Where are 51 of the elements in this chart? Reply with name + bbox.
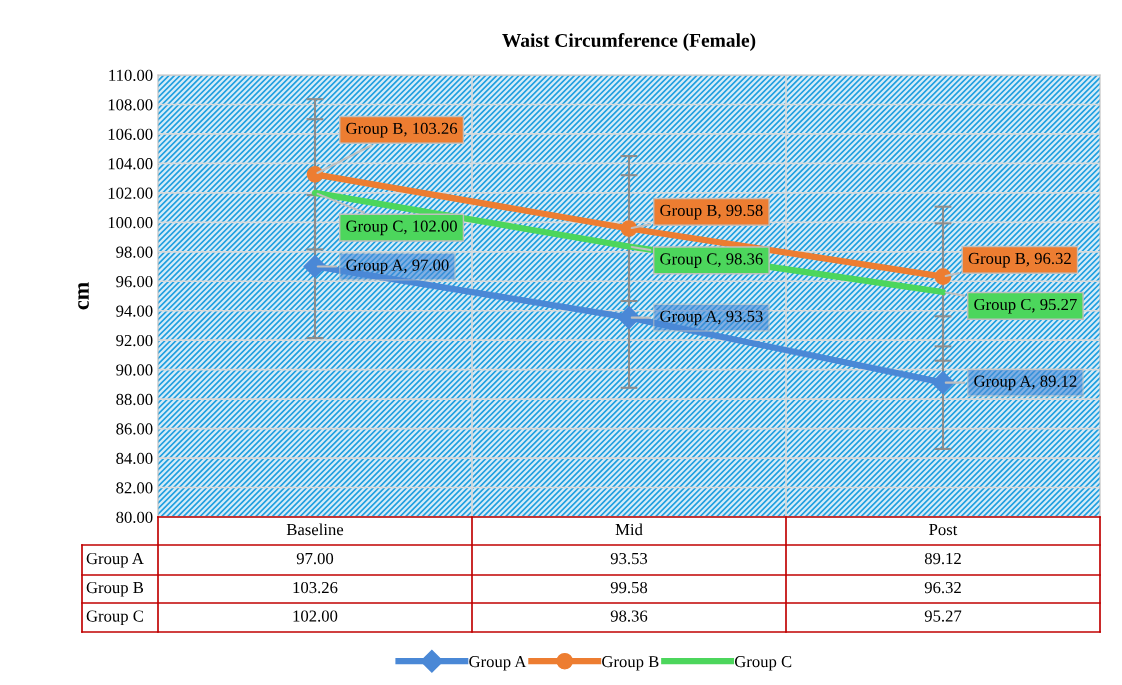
text: Group C	[86, 610, 143, 626]
chart-title: Waist Circumference (Female)	[502, 33, 756, 51]
y-tick-label: 94.00	[116, 305, 153, 317]
y-axis-title: cm	[78, 282, 89, 310]
y-tick-label: 104.00	[108, 158, 153, 170]
data-label: 103.26	[293, 581, 338, 594]
point	[617, 306, 641, 330]
data-label: 97.00	[296, 552, 334, 565]
data-label: 102.00	[293, 610, 338, 622]
data-label: 93.53	[610, 552, 648, 565]
data-label: 96.32	[924, 581, 961, 594]
annotation: Group C, 95.27	[974, 298, 1077, 314]
legend-label: Group A	[469, 656, 527, 671]
y-tick-label: 80.00	[116, 511, 153, 524]
point	[306, 165, 324, 183]
y-tick-label: 110.00	[109, 69, 153, 82]
y-tick-label: 92.00	[116, 334, 153, 347]
y-tick-label: 100.00	[108, 217, 153, 229]
annotation: Group B, 99.58	[660, 204, 763, 220]
point	[620, 220, 638, 237]
data-label: 89.12	[924, 552, 961, 565]
y-tick-label: 90.00	[116, 364, 153, 376]
y-tick-label: 82.00	[116, 482, 153, 494]
annotation: Group A, 89.12	[974, 375, 1077, 391]
annotation: Group B, 96.32	[968, 252, 1071, 268]
x-tick-label: Mid	[615, 523, 643, 536]
annotation: Group A, 93.53	[660, 310, 763, 326]
y-tick-label: 108.00	[108, 99, 153, 111]
annotation: Group C, 102.00	[346, 220, 457, 236]
legend-label: Group B	[602, 656, 659, 671]
y-tick-label: 96.00	[116, 275, 153, 288]
x-tick-label: Post	[929, 524, 958, 536]
text: Group B	[86, 581, 144, 597]
y-tick-label: 106.00	[108, 128, 153, 140]
text: Group A	[86, 552, 144, 568]
point	[931, 371, 955, 395]
y-tick-label: 98.00	[116, 246, 153, 258]
annotation: Group B, 103.26	[346, 122, 458, 138]
annotation: Group A, 97.00	[346, 259, 449, 275]
data-label: 99.58	[610, 581, 648, 594]
point	[303, 255, 327, 279]
data-label: 98.36	[610, 610, 648, 622]
legend-label: Group C	[734, 656, 792, 671]
y-tick-label: 86.00	[116, 423, 153, 435]
x-tick-label: Baseline	[286, 523, 344, 536]
data-label: 95.27	[924, 610, 962, 622]
annotation: Group C, 98.36	[660, 253, 763, 268]
y-tick-label: 88.00	[116, 393, 153, 406]
point	[934, 268, 952, 285]
y-tick-label: 102.00	[108, 187, 153, 199]
y-tick-label: 84.00	[116, 452, 153, 465]
